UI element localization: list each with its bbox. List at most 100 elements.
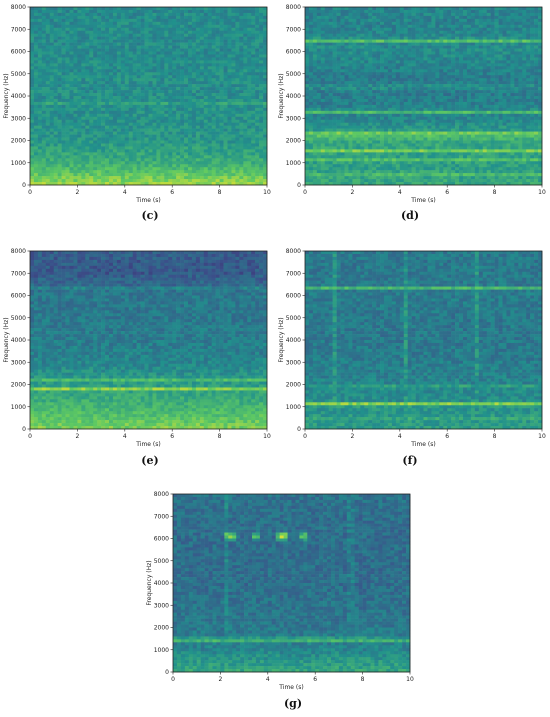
- heatmap-cell: [172, 119, 177, 123]
- heatmap-cell: [160, 72, 165, 76]
- heatmap-cell: [132, 146, 137, 150]
- heatmap-cell: [356, 36, 361, 40]
- heatmap-cell: [184, 24, 189, 29]
- heatmap-cell: [514, 30, 519, 34]
- heatmap-cell: [136, 107, 141, 112]
- heatmap-cell: [340, 33, 345, 37]
- heatmap-cell: [184, 30, 189, 34]
- heatmap-cell: [45, 158, 51, 162]
- heatmap-cell: [195, 113, 201, 118]
- heatmap-cell: [73, 39, 78, 43]
- heatmap-cell: [33, 42, 39, 46]
- heatmap-cell: [486, 36, 491, 40]
- heatmap-cell: [368, 54, 373, 58]
- heatmap-cell: [93, 63, 98, 67]
- heatmap-cell: [387, 39, 393, 43]
- heatmap-cell: [328, 60, 333, 64]
- heatmap-cell: [57, 98, 62, 103]
- heatmap-cell: [443, 57, 448, 61]
- heatmap-cell: [132, 72, 137, 76]
- heatmap-cell: [180, 134, 185, 138]
- heatmap-cell: [522, 63, 527, 67]
- heatmap-cell: [128, 176, 133, 180]
- heatmap-cell: [168, 101, 173, 106]
- heatmap-cell: [328, 15, 333, 20]
- heatmap-cell: [176, 128, 181, 132]
- heatmap-cell: [391, 48, 397, 52]
- heatmap-cell: [251, 57, 256, 61]
- heatmap-cell: [97, 161, 102, 165]
- heatmap-cell: [356, 7, 361, 11]
- heatmap-cell: [403, 30, 408, 34]
- heatmap-cell: [435, 21, 440, 26]
- heatmap-cell: [132, 110, 137, 115]
- heatmap-cell: [33, 36, 39, 40]
- heatmap-cell: [164, 131, 169, 135]
- heatmap-cell: [380, 54, 385, 58]
- heatmap-cell: [195, 143, 201, 147]
- heatmap-cell: [73, 167, 78, 171]
- heatmap-cell: [184, 78, 189, 82]
- heatmap-cell: [332, 69, 337, 73]
- heatmap-cell: [439, 57, 444, 61]
- heatmap-cell: [53, 131, 58, 135]
- heatmap-cell: [530, 27, 535, 32]
- heatmap-cell: [41, 78, 47, 82]
- heatmap-cell: [215, 12, 220, 17]
- heatmap-cell: [324, 42, 329, 46]
- heatmap-cell: [53, 128, 58, 132]
- heatmap-cell: [152, 173, 157, 177]
- heatmap-cell: [259, 42, 264, 46]
- heatmap-cell: [435, 51, 440, 55]
- heatmap-cell: [45, 104, 51, 109]
- heatmap-cell: [156, 21, 161, 26]
- heatmap-cell: [168, 116, 173, 121]
- heatmap-cell: [195, 155, 201, 159]
- heatmap-cell: [356, 12, 361, 17]
- x-tick-label: 6: [170, 189, 174, 196]
- heatmap-cell: [65, 113, 70, 118]
- heatmap-cell: [144, 9, 149, 14]
- heatmap-cell: [251, 134, 256, 138]
- heatmap-cell: [255, 9, 260, 14]
- heatmap-cell: [152, 42, 157, 46]
- heatmap-cell: [399, 30, 405, 34]
- heatmap-cell: [65, 36, 70, 40]
- heatmap-cell: [144, 125, 149, 129]
- heatmap-cell: [474, 57, 480, 61]
- heatmap-cell: [124, 36, 130, 40]
- heatmap-cell: [199, 158, 205, 162]
- heatmap-cell: [207, 98, 212, 103]
- heatmap-cell: [219, 39, 224, 43]
- heatmap-cell: [344, 48, 349, 52]
- heatmap-cell: [41, 179, 47, 183]
- heatmap-cell: [93, 87, 98, 91]
- heatmap-cell: [97, 33, 102, 37]
- heatmap-cell: [93, 104, 98, 109]
- heatmap-cell: [33, 110, 39, 115]
- heatmap-cell: [227, 12, 232, 17]
- heatmap-cell: [486, 45, 491, 49]
- heatmap-cell: [235, 137, 240, 141]
- heatmap-cell: [247, 45, 252, 49]
- heatmap-cell: [30, 42, 35, 46]
- heatmap-cell: [168, 170, 173, 174]
- heatmap-cell: [128, 27, 133, 32]
- heatmap-cell: [223, 158, 228, 162]
- heatmap-cell: [156, 128, 161, 132]
- heatmap-cell: [490, 45, 495, 49]
- heatmap-cell: [37, 84, 43, 88]
- heatmap-cell: [81, 149, 86, 153]
- heatmap-cell: [451, 69, 456, 73]
- heatmap-cell: [188, 84, 193, 88]
- heatmap-cell: [156, 72, 161, 76]
- heatmap-cell: [466, 60, 472, 64]
- heatmap-cell: [184, 36, 189, 40]
- heatmap-cell: [152, 93, 157, 97]
- heatmap-cell: [69, 98, 74, 103]
- heatmap-cell: [223, 125, 228, 129]
- heatmap-cell: [97, 110, 102, 115]
- heatmap-cell: [399, 7, 405, 11]
- heatmap-cell: [124, 140, 130, 144]
- heatmap-cell: [57, 152, 62, 156]
